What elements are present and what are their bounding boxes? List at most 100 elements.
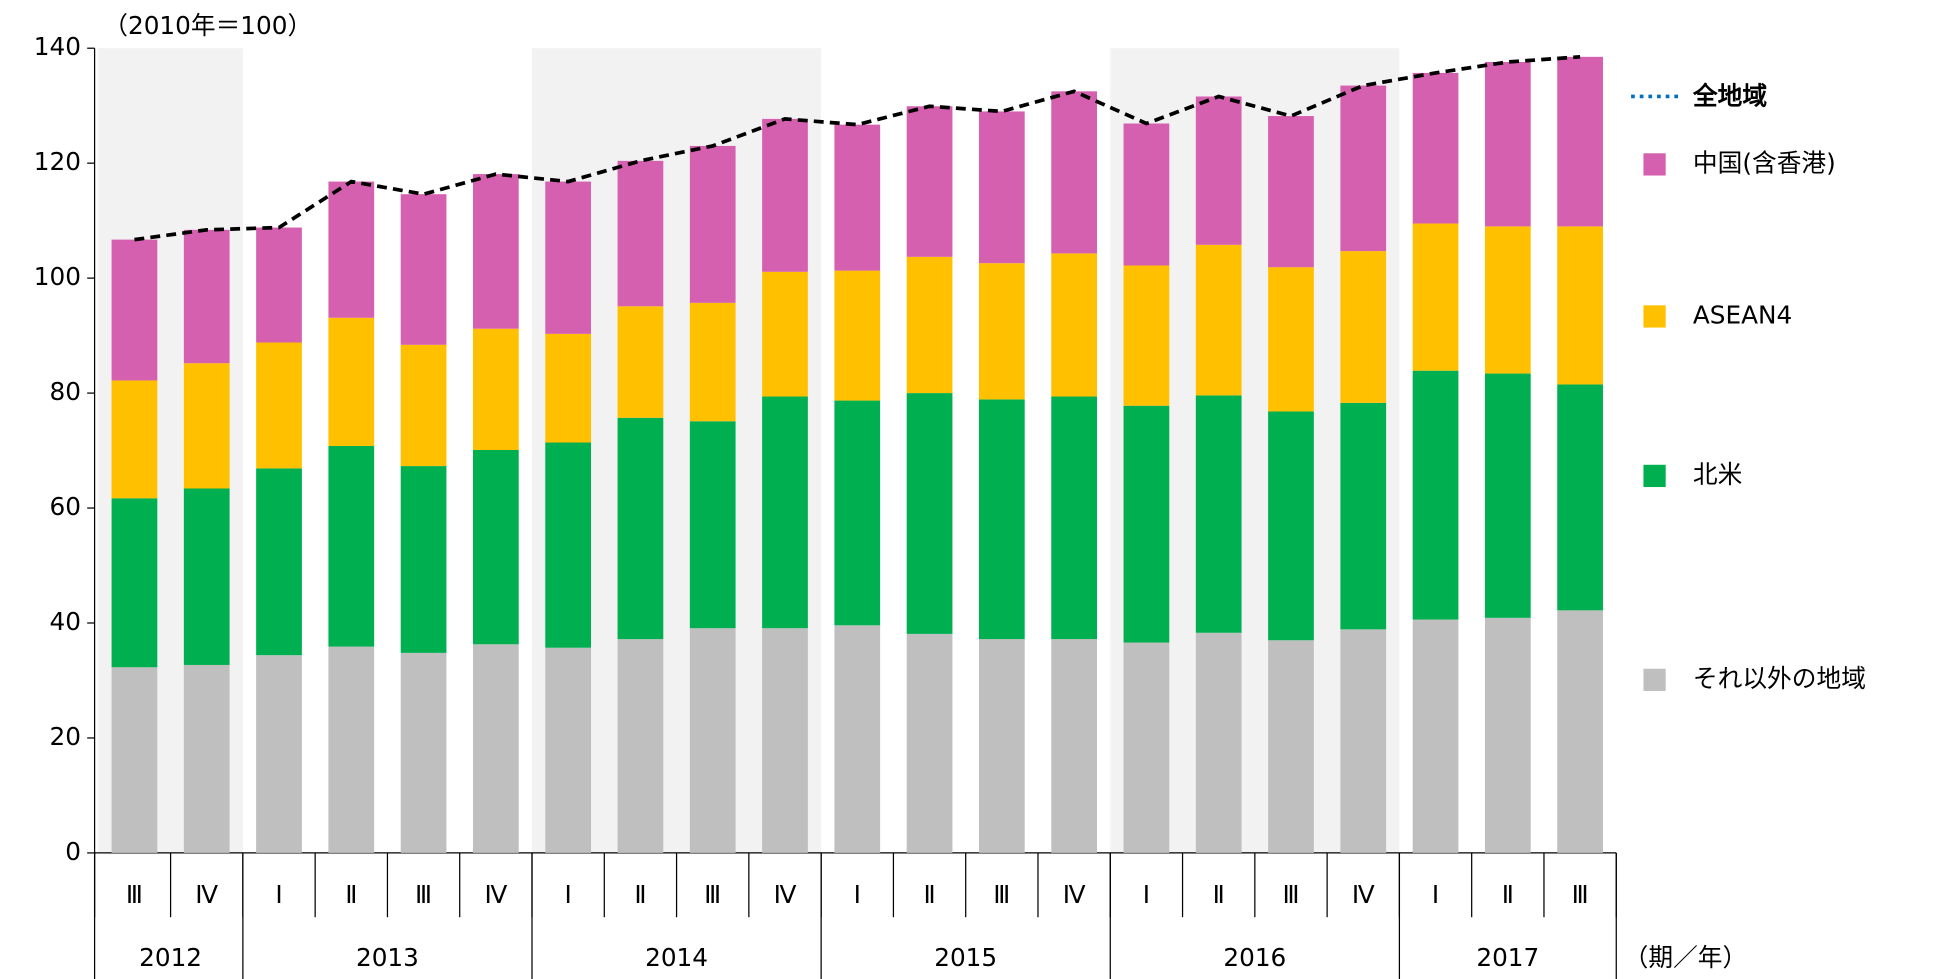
- bar-segment: [1484, 62, 1531, 227]
- legend-swatch: [1643, 464, 1666, 488]
- bar-segment: [1340, 402, 1387, 630]
- bar-segment: [328, 646, 375, 853]
- bar-segment: [689, 145, 736, 303]
- bar-segment: [1051, 91, 1097, 254]
- bar-segment: [328, 181, 375, 318]
- bar-segment: [762, 118, 808, 272]
- legend-label: 全地域: [1692, 82, 1767, 111]
- bar-segment: [1123, 642, 1170, 853]
- year-label: 2013: [356, 943, 419, 972]
- x-tick-label: Ⅳ: [484, 880, 507, 909]
- legend-label: ASEAN4: [1693, 300, 1792, 329]
- bar-segment: [1484, 226, 1531, 374]
- bar-segment: [617, 417, 664, 640]
- legend-label: それ以外の地域: [1693, 664, 1866, 693]
- bar-segment: [617, 160, 664, 307]
- x-tick-label: Ⅲ: [1282, 880, 1299, 909]
- bar-segment: [689, 628, 736, 853]
- year-label: 2015: [934, 943, 997, 972]
- bar-segment: [1412, 619, 1459, 853]
- bar-segment: [545, 647, 592, 853]
- bar-segment: [256, 342, 302, 469]
- bar-segment: [1340, 629, 1387, 853]
- bar-segment: [400, 466, 447, 653]
- x-axis-label: （期／年）: [1624, 943, 1748, 972]
- y-tick-label: 40: [50, 607, 81, 636]
- bar-segment: [545, 442, 592, 648]
- x-tick-label: Ⅳ: [1352, 880, 1375, 909]
- x-tick-label: Ⅱ: [1502, 880, 1514, 909]
- bar-segment: [400, 344, 447, 467]
- bar-segment: [906, 393, 953, 634]
- bar-segment: [1268, 267, 1314, 412]
- x-tick-label: Ⅱ: [345, 880, 357, 909]
- y-tick-label: 60: [50, 492, 81, 521]
- x-tick-label: Ⅰ: [854, 880, 861, 909]
- bar-segment: [1484, 617, 1531, 853]
- x-tick-label: Ⅰ: [1143, 880, 1150, 909]
- x-tick-label: Ⅳ: [195, 880, 218, 909]
- year-label: 2014: [645, 943, 708, 972]
- bar-segment: [1123, 123, 1170, 266]
- x-tick-label: Ⅱ: [923, 880, 935, 909]
- bar-segment: [1051, 639, 1097, 853]
- bar-segment: [545, 181, 592, 334]
- bar-segment: [762, 396, 808, 629]
- bar-segment: [1557, 56, 1603, 227]
- bar-segment: [906, 256, 953, 394]
- bar-segment: [1340, 251, 1387, 403]
- unit-label: （2010年＝100）: [103, 11, 312, 40]
- bar-segment: [1340, 85, 1387, 252]
- bar-segment: [111, 498, 158, 668]
- bar-segment: [906, 633, 953, 853]
- x-tick-label: Ⅱ: [634, 880, 646, 909]
- bar-segment: [328, 317, 375, 446]
- bar-segment: [1123, 405, 1170, 643]
- bar-segment: [472, 644, 519, 853]
- bar-segment: [1123, 265, 1170, 406]
- y-tick-label: 140: [34, 32, 81, 61]
- legend-swatch: [1643, 305, 1666, 328]
- bar-segment: [978, 399, 1025, 640]
- bar-segment: [256, 227, 302, 343]
- bar-segment: [111, 380, 158, 499]
- bar-segment: [1268, 640, 1314, 853]
- bar-segment: [1412, 223, 1459, 371]
- y-tick-label: 80: [50, 377, 81, 406]
- bar-segment: [111, 239, 158, 381]
- y-tick-label: 0: [65, 837, 81, 866]
- bar-segment: [834, 625, 881, 853]
- bar-segment: [1195, 244, 1242, 396]
- bar-segment: [617, 639, 664, 853]
- bar-segment: [545, 333, 592, 443]
- legend-label: 中国(含香港): [1693, 148, 1836, 177]
- bar-segment: [762, 271, 808, 397]
- x-tick-label: Ⅲ: [126, 880, 143, 909]
- bar-segment: [1412, 72, 1459, 224]
- bar-segment: [1557, 384, 1603, 611]
- bar-segment: [1195, 632, 1242, 853]
- bar-segment: [1412, 370, 1459, 620]
- total-line: [134, 54, 1581, 242]
- bar-segment: [400, 194, 447, 345]
- bar-segment: [1268, 411, 1314, 641]
- bar-segment: [834, 124, 881, 271]
- bar-segment: [689, 302, 736, 422]
- bar-segment: [183, 488, 230, 665]
- bar-segment: [1557, 226, 1603, 385]
- bar-segment: [978, 111, 1025, 264]
- y-tick-label: 20: [50, 722, 81, 751]
- bar-segment: [762, 628, 808, 853]
- x-tick-label: Ⅲ: [1572, 880, 1589, 909]
- bar-segment: [183, 229, 230, 364]
- legend-swatch: [1643, 153, 1666, 176]
- bar-segment: [183, 363, 230, 489]
- bar-segment: [1484, 373, 1531, 618]
- bar-segment: [472, 174, 519, 329]
- bar-segment: [256, 468, 302, 656]
- bar-segment: [617, 306, 664, 418]
- bar-segment: [906, 106, 953, 257]
- bar-segment: [256, 655, 302, 853]
- year-label: 2016: [1223, 943, 1286, 972]
